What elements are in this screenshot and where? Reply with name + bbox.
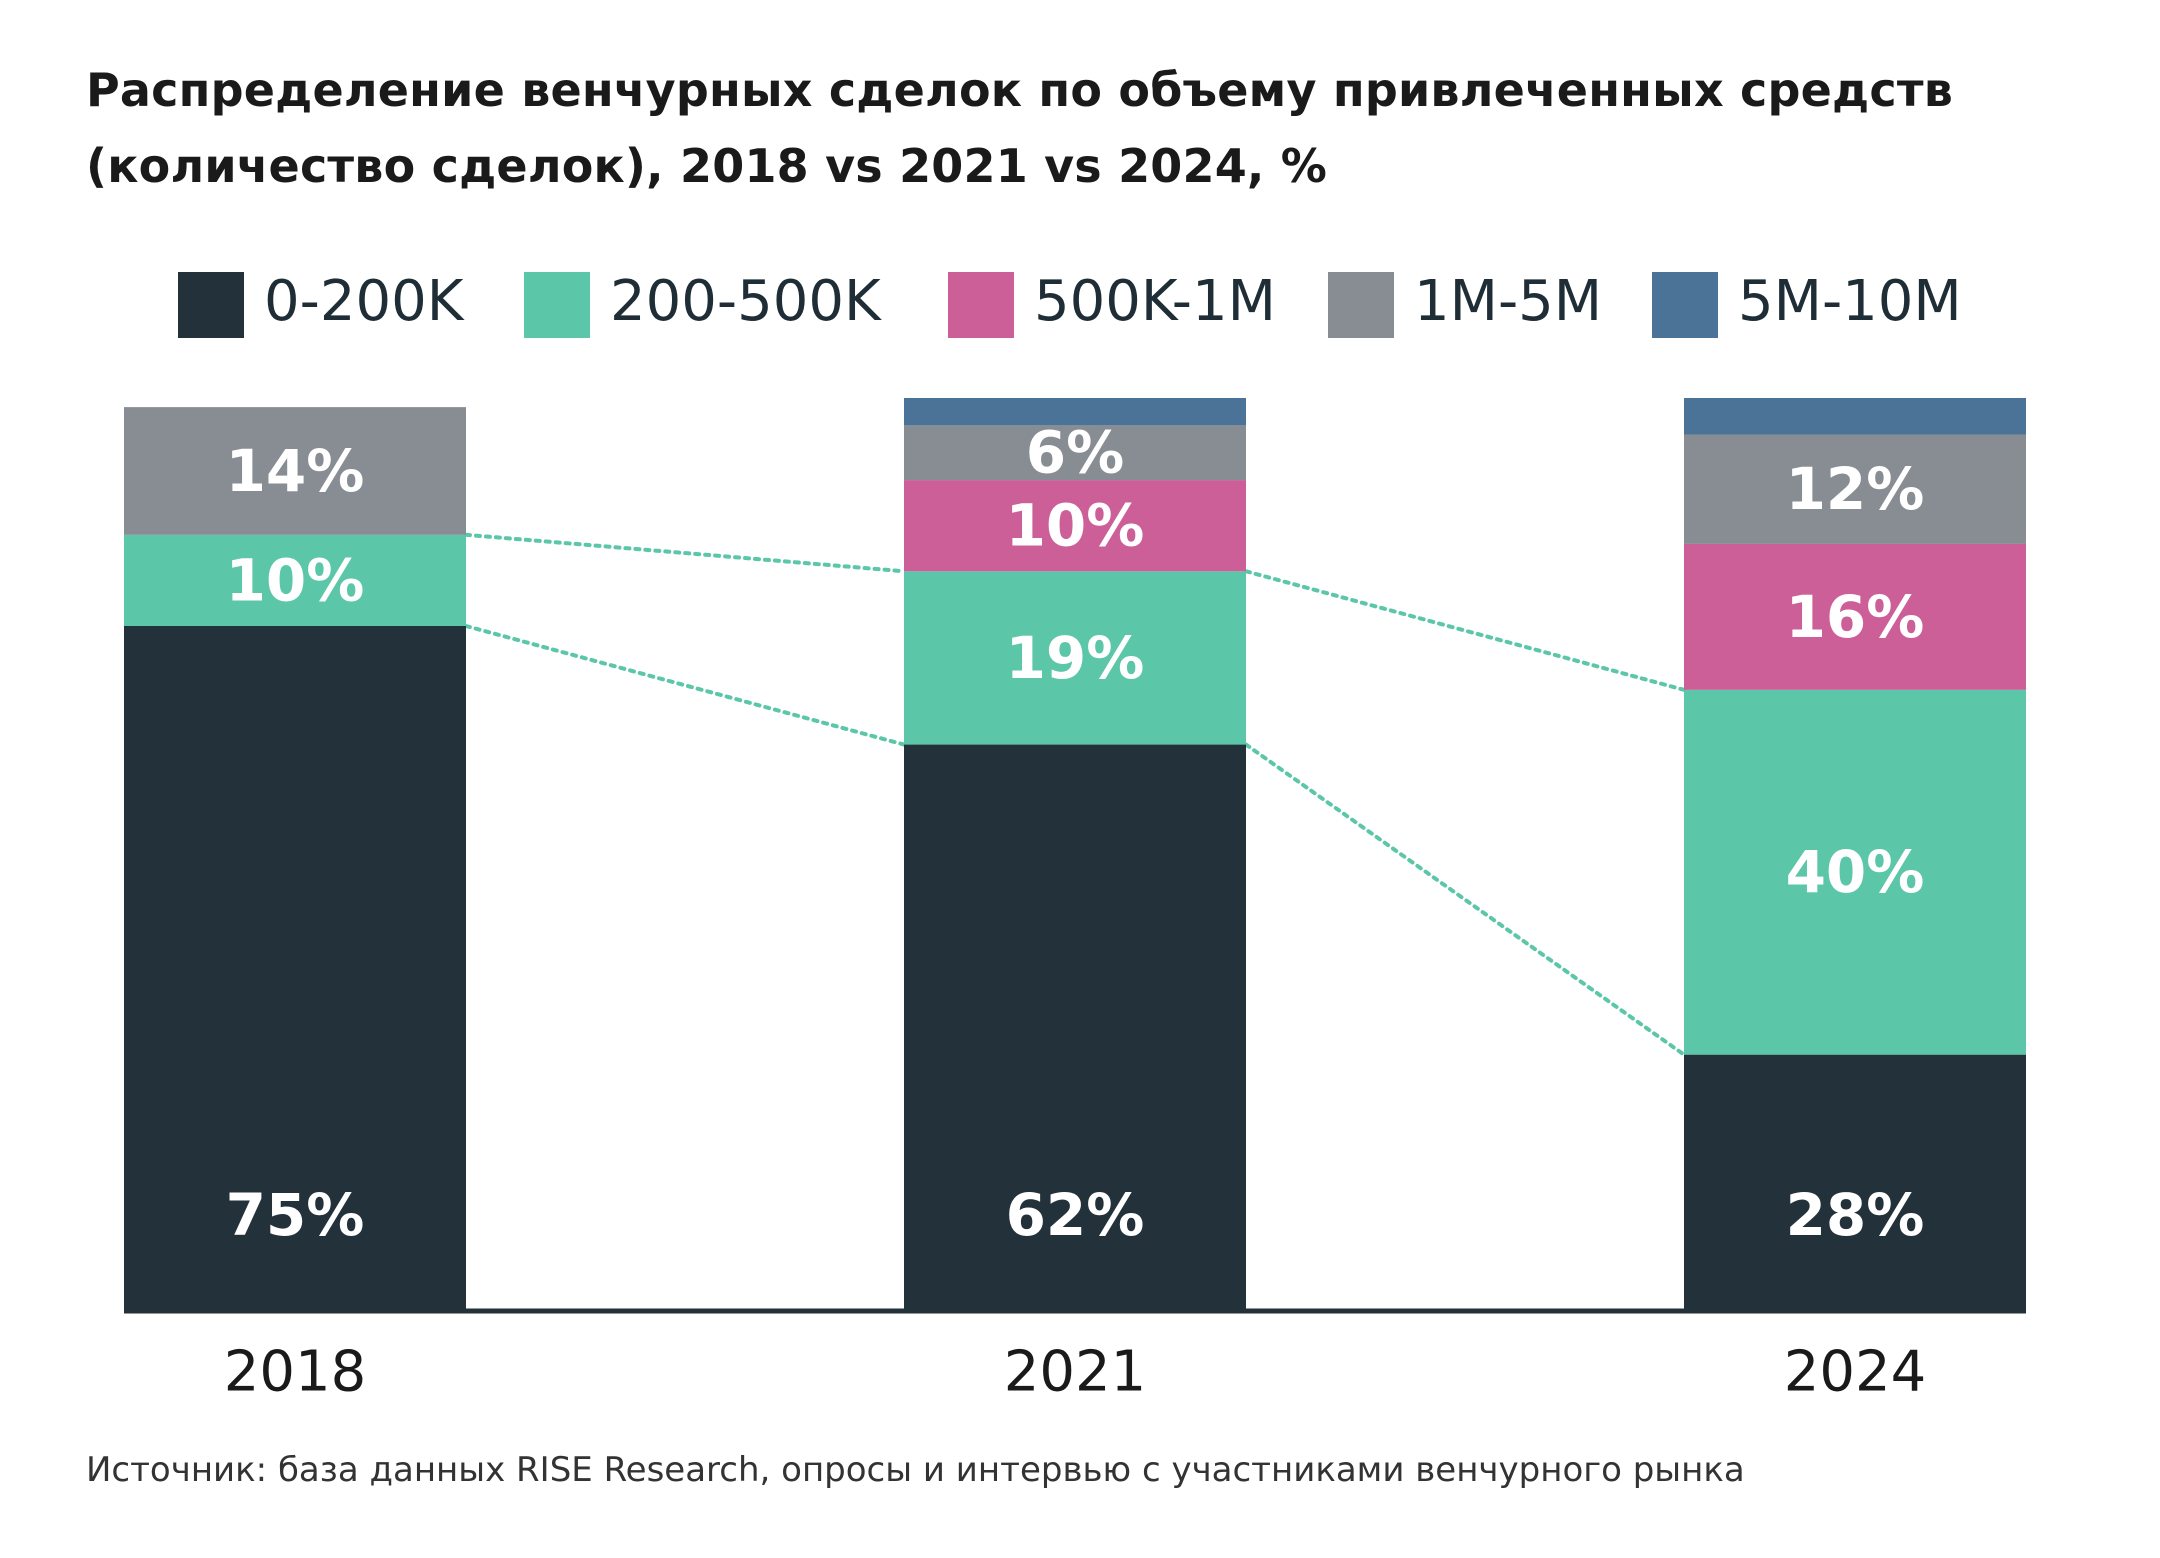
legend-swatch-5m-10m (1652, 272, 1718, 338)
bar-2024-500k-1m (1684, 543, 2026, 690)
legend-label-500k-1m: 500K-1M (1034, 269, 1276, 334)
data-label-2021-500k-1m: 10% (1006, 492, 1145, 560)
connector-0-200k-2018-2021 (464, 624, 906, 747)
data-label-2024-1m-5m: 12% (1786, 455, 1925, 523)
connector-200-500k-2018-2021 (464, 532, 906, 574)
bar-2024-0-200k (1684, 1054, 2026, 1310)
x-tick-label-2021: 2021 (1004, 1340, 1147, 1405)
legend-swatch-1m-5m (1328, 272, 1394, 338)
chart-title-line-2: (количество сделок), 2018 vs 2021 vs 202… (86, 139, 1328, 193)
bar-2021-200-500k (904, 571, 1246, 745)
segment-labels: 75%10%14%62%19%10%6%28%40%16%12% (226, 419, 1925, 1249)
bar-2024-1m-5m (1684, 434, 2026, 544)
legend-swatch-200-500k (524, 272, 590, 338)
bar-2021-0-200k (904, 744, 1246, 1310)
bar-2021-500k-1m (904, 480, 1246, 572)
bar-2018-0-200k (124, 626, 466, 1310)
legend-swatch-500k-1m (948, 272, 1014, 338)
source-note: Источник: база данных RISE Research, опр… (86, 1450, 1745, 1490)
bar-2021-1m-5m (904, 425, 1246, 481)
legend-label-5m-10m: 5M-10M (1738, 269, 1962, 334)
bar-2024-5m-10m (1684, 398, 2026, 435)
data-label-2021-0-200k: 62% (1006, 1181, 1145, 1249)
data-label-2018-0-200k: 75% (226, 1181, 365, 1249)
connector-200-500k-2021-2024 (1244, 569, 1686, 692)
data-label-2021-200-500k: 19% (1006, 624, 1145, 692)
legend-swatch-0-200k (178, 272, 244, 338)
legend: 0-200K 200-500K 500K-1M 1M-5M 5M-10M (0, 262, 2160, 342)
legend-label-200-500k: 200-500K (610, 269, 881, 334)
bars (124, 398, 2026, 1310)
data-label-2024-500k-1m: 16% (1786, 583, 1925, 651)
data-label-2018-1m-5m: 14% (226, 437, 365, 505)
bar-2018-1m-5m (124, 407, 466, 535)
legend-label-1m-5m: 1M-5M (1414, 269, 1603, 334)
legend-label-0-200k: 0-200K (264, 269, 464, 334)
chart-title: Распределение венчурных сделок по объему… (86, 52, 2086, 204)
data-label-2024-0-200k: 28% (1786, 1181, 1925, 1249)
x-tick-label-2018: 2018 (224, 1340, 367, 1405)
chart-title-line-1: Распределение венчурных сделок по объему… (86, 63, 1954, 117)
x-axis-labels: 2018 2021 2024 (224, 1340, 1927, 1405)
connector-lines (464, 532, 1686, 1057)
data-label-2021-1m-5m: 6% (1026, 419, 1124, 487)
bar-2018-200-500k (124, 534, 466, 626)
bar-2024-200-500k (1684, 689, 2026, 1055)
connector-0-200k-2021-2024 (1244, 742, 1686, 1057)
data-label-2018-200-500k: 10% (226, 546, 365, 614)
data-label-2024-200-500k: 40% (1786, 838, 1925, 906)
bar-2021-5m-10m (904, 398, 1246, 426)
x-tick-label-2024: 2024 (1784, 1340, 1927, 1405)
